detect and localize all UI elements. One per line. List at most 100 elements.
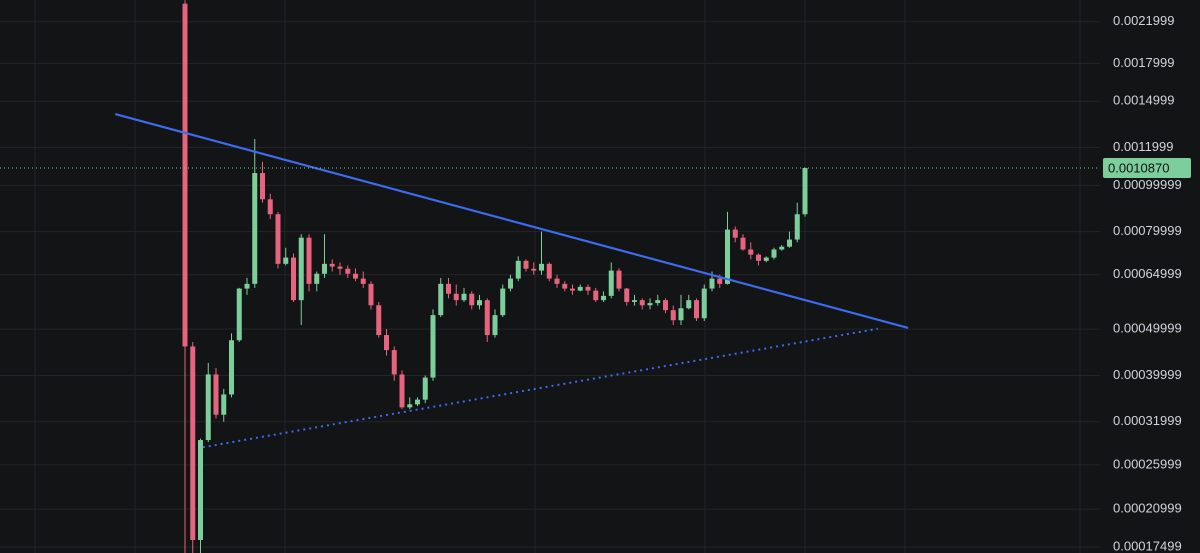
candle-body (329, 263, 335, 267)
y-tick-label: 0.00064999 (1113, 266, 1182, 281)
candle-body (376, 305, 382, 336)
candle-body (546, 263, 552, 279)
candle-body (515, 260, 521, 279)
candle-body (298, 237, 304, 301)
trendline (202, 327, 879, 449)
candle-body (585, 286, 591, 291)
candle-body (678, 308, 684, 321)
candle-body (260, 173, 265, 200)
y-tick-label: 0.0014999 (1113, 93, 1174, 108)
candle-body (446, 283, 451, 294)
candle-body (608, 270, 614, 296)
trendline (114, 112, 909, 329)
candle-body (577, 286, 583, 291)
candle-body (647, 303, 653, 306)
candle-body (663, 300, 668, 311)
candle-body (337, 266, 343, 269)
candle-body (779, 246, 785, 250)
y-tick-label: 0.00049999 (1113, 321, 1182, 336)
candle-body (632, 300, 637, 302)
candle-body (291, 257, 296, 301)
y-tick-label: 0.00020999 (1113, 501, 1182, 516)
candle-body (213, 374, 219, 415)
candle-body (275, 214, 281, 264)
candle-body (500, 288, 506, 316)
candle-body (469, 293, 475, 306)
candle-body (748, 249, 754, 255)
candle-body (554, 278, 560, 284)
candle-body (701, 288, 707, 319)
candle-body (368, 283, 374, 306)
candle-body (616, 270, 622, 289)
candle-body (283, 257, 289, 264)
y-tick-label: 0.00099999 (1113, 177, 1182, 192)
candle-body (415, 399, 420, 405)
y-tick-label: 0.0011999 (1113, 139, 1174, 154)
candle-body (670, 310, 676, 321)
y-tick-label: 0.00017499 (1113, 538, 1182, 553)
candle-body (740, 237, 746, 250)
candle-body (717, 278, 723, 284)
candle-body (492, 315, 498, 336)
candle-body (205, 374, 211, 441)
candle-body (484, 300, 490, 336)
y-tick-label: 0.00039999 (1113, 367, 1182, 382)
candle-body (539, 263, 544, 271)
candle-body (345, 268, 351, 274)
candle-body (236, 288, 242, 341)
last-price-tag (1103, 158, 1191, 179)
candle-body (771, 249, 777, 258)
candle-body (229, 340, 234, 395)
y-tick-label: 0.00025999 (1113, 456, 1182, 471)
candle-body (267, 199, 273, 215)
candle-body (384, 335, 389, 351)
candle-body (422, 377, 428, 400)
candle-body (732, 229, 738, 238)
candle-body (531, 268, 537, 271)
candle-body (763, 257, 769, 261)
y-tick-label: 0.00031999 (1113, 413, 1182, 428)
candle-body (360, 278, 366, 284)
candle-body (244, 283, 250, 289)
candle-body (570, 288, 575, 291)
candle-body (655, 300, 661, 304)
candle-body (601, 295, 606, 301)
candle-body (221, 394, 227, 415)
candle-body (453, 293, 459, 301)
candle-body (725, 229, 730, 284)
candle-body (562, 283, 568, 289)
candle-body (182, 3, 188, 347)
candle-body (694, 300, 699, 319)
candle-body (709, 278, 715, 289)
candle-body (430, 315, 436, 378)
candle-body (787, 239, 792, 247)
candle-body (523, 260, 529, 269)
candle-body (391, 350, 397, 375)
candle-body (407, 404, 413, 408)
candle-body (686, 300, 692, 309)
candle-body (198, 440, 203, 540)
candle-body (438, 283, 444, 316)
y-tick-label: 0.00079999 (1113, 223, 1182, 238)
candle-body (252, 173, 258, 284)
candle-body (624, 288, 630, 302)
candle-body (508, 278, 513, 289)
candle-body (593, 290, 599, 301)
candle-body (190, 346, 196, 540)
candle-body (794, 214, 800, 240)
last-price-label: 0.0010870 (1108, 160, 1169, 175)
candle-body (756, 254, 761, 261)
candle-body (353, 273, 358, 279)
y-tick-label: 0.0021999 (1113, 13, 1174, 28)
candle-body (306, 237, 312, 284)
candle-body (461, 293, 467, 301)
candle-body (802, 168, 808, 215)
candle-body (639, 300, 645, 306)
vertical-grid (34, 0, 1081, 553)
candle-body (314, 273, 320, 284)
y-tick-label: 0.0017999 (1113, 55, 1174, 70)
candle-body (322, 263, 327, 274)
candle-body (477, 300, 482, 306)
candle-body (399, 374, 405, 408)
